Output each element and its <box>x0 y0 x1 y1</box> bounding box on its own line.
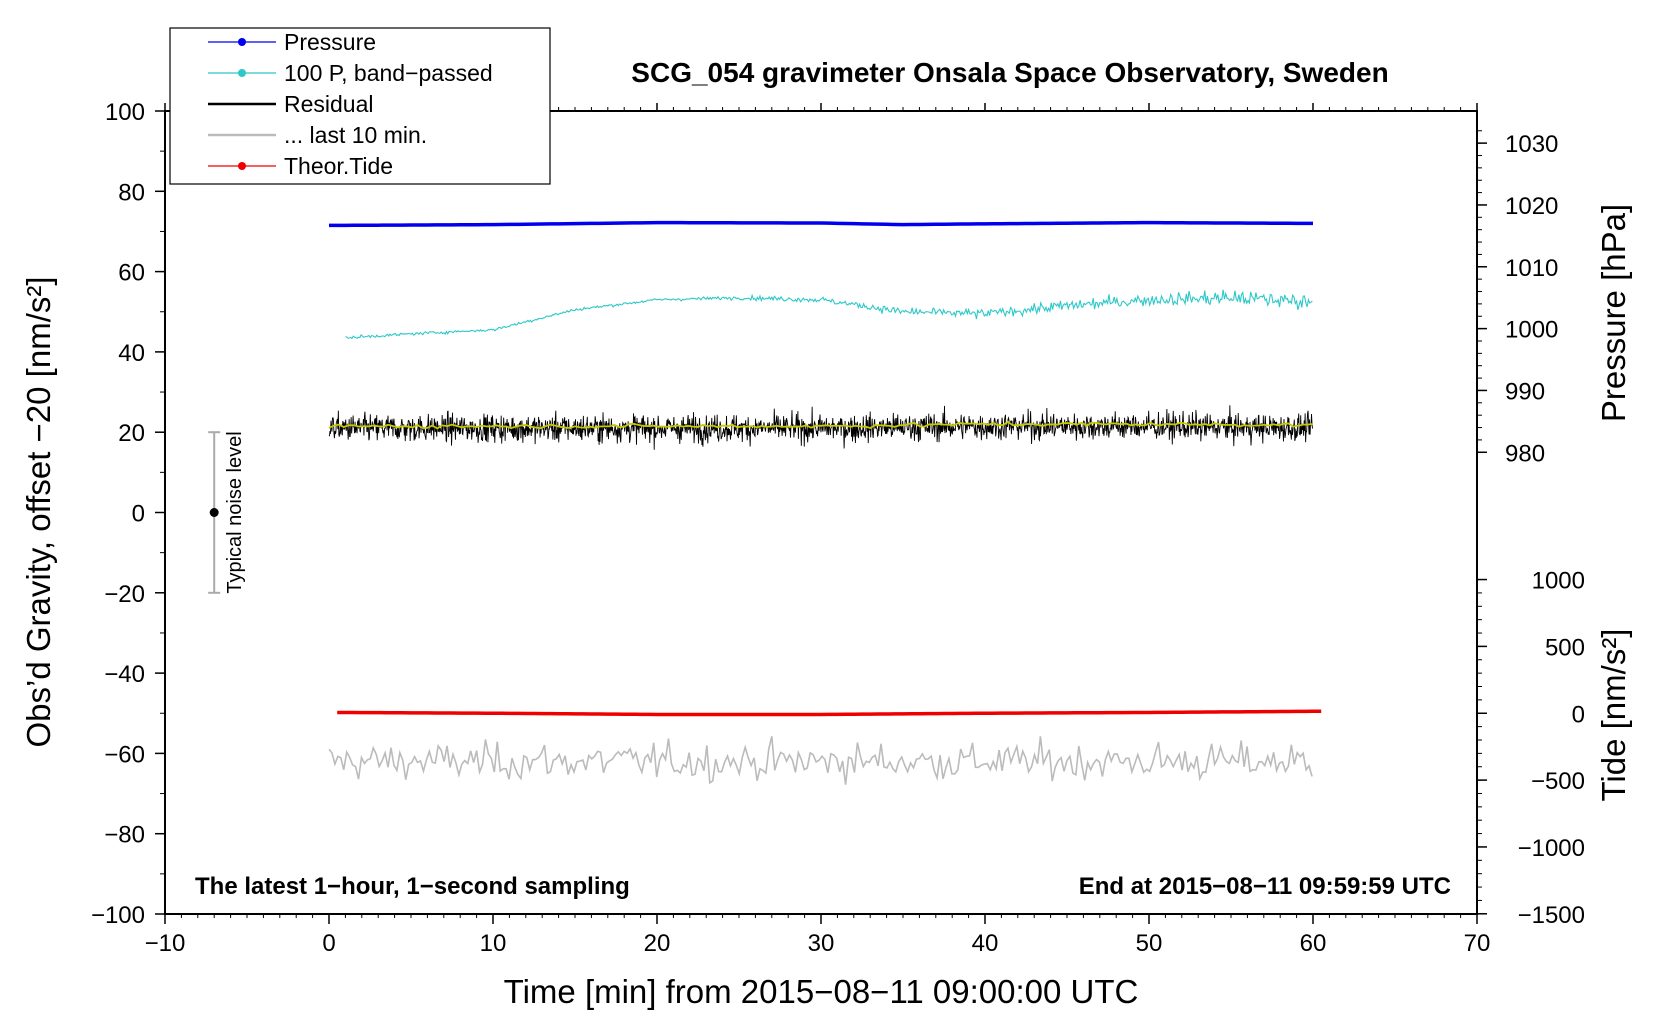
legend: Pressure 100 P, band−passed Residual ... la… <box>169 27 551 185</box>
legend-marker <box>238 38 246 46</box>
y-axis-title-pressure: Pressure [hPa] <box>1595 204 1632 422</box>
legend-label: Pressure <box>284 29 376 55</box>
chart-title: SCG_054 gravimeter Onsala Space Observat… <box>631 57 1388 88</box>
tide-tick-label: −1500 <box>1518 902 1585 929</box>
y-tick-label: 60 <box>118 260 145 287</box>
series-residual-smoothed <box>328 420 1314 430</box>
series-pressure <box>328 220 1314 228</box>
x-tick-label: 50 <box>1136 930 1163 957</box>
legend-label: ... last 10 min. <box>284 122 427 148</box>
legend-label: Theor.Tide <box>284 153 393 179</box>
y-tick-label: 40 <box>118 340 145 367</box>
pressure-tick-label: 1030 <box>1505 131 1558 158</box>
annotation-sampling: The latest 1−hour, 1−second sampling <box>195 873 630 900</box>
legend-marker <box>238 162 246 170</box>
y-tick-label: −20 <box>104 581 145 608</box>
series-last-10-min <box>328 736 1313 785</box>
noise-bar-center-dot <box>209 508 219 517</box>
series-theor-tide <box>337 709 1322 717</box>
y-axis-title-gravity: Obs’d Gravity, offset −20 [nm/s²] <box>20 276 57 747</box>
tide-tick-label: −500 <box>1531 768 1585 795</box>
x-axis-title: Time [min] from 2015−08−11 09:00:00 UTC <box>504 973 1139 1010</box>
y-tick-label: −40 <box>104 661 145 688</box>
x-tick-label: 60 <box>1300 930 1327 957</box>
legend-label: 100 P, band−passed <box>284 60 493 86</box>
tide-tick-label: 500 <box>1545 634 1585 661</box>
pressure-tick-label: 990 <box>1505 378 1545 405</box>
x-tick-label: −10 <box>145 930 186 957</box>
y-tick-label: 80 <box>118 179 145 206</box>
legend-marker <box>238 69 246 77</box>
series-residual <box>328 405 1313 450</box>
axis-ticks: −10 0 10 20 30 40 50 60 70−100−80−60−40−20020406… <box>91 99 1585 957</box>
tide-tick-label: 1000 <box>1532 568 1585 595</box>
y-tick-label: −80 <box>104 822 145 849</box>
x-tick-label: 70 <box>1464 930 1491 957</box>
pressure-tick-label: 1020 <box>1505 193 1558 220</box>
y-tick-label: 20 <box>118 420 145 447</box>
y-tick-label: −100 <box>91 902 145 929</box>
y-axis-title-tide: Tide [nm/s²] <box>1595 629 1632 802</box>
x-tick-label: 20 <box>644 930 671 957</box>
x-tick-label: 40 <box>972 930 999 957</box>
pressure-tick-label: 980 <box>1505 440 1545 467</box>
x-tick-label: 10 <box>480 930 507 957</box>
y-tick-label: 100 <box>105 99 145 126</box>
x-tick-label: 0 <box>322 930 335 957</box>
y-tick-label: −60 <box>104 741 145 768</box>
tide-tick-label: 0 <box>1572 701 1585 728</box>
legend-label: Residual <box>284 91 374 117</box>
noise-level-label: Typical noise level <box>224 431 246 593</box>
plot-area <box>328 220 1322 785</box>
noise-level-indicator <box>208 431 221 594</box>
legend-box <box>169 27 551 185</box>
y-tick-label: 0 <box>132 501 145 528</box>
tide-tick-label: −1000 <box>1518 835 1585 862</box>
plot-frame <box>164 110 1478 915</box>
series-100p-band-passed <box>345 289 1313 340</box>
pressure-tick-label: 1000 <box>1505 317 1558 344</box>
annotation-end-time: End at 2015−08−11 09:59:59 UTC <box>1079 873 1451 900</box>
x-tick-label: 30 <box>808 930 835 957</box>
pressure-tick-label: 1010 <box>1505 255 1558 282</box>
